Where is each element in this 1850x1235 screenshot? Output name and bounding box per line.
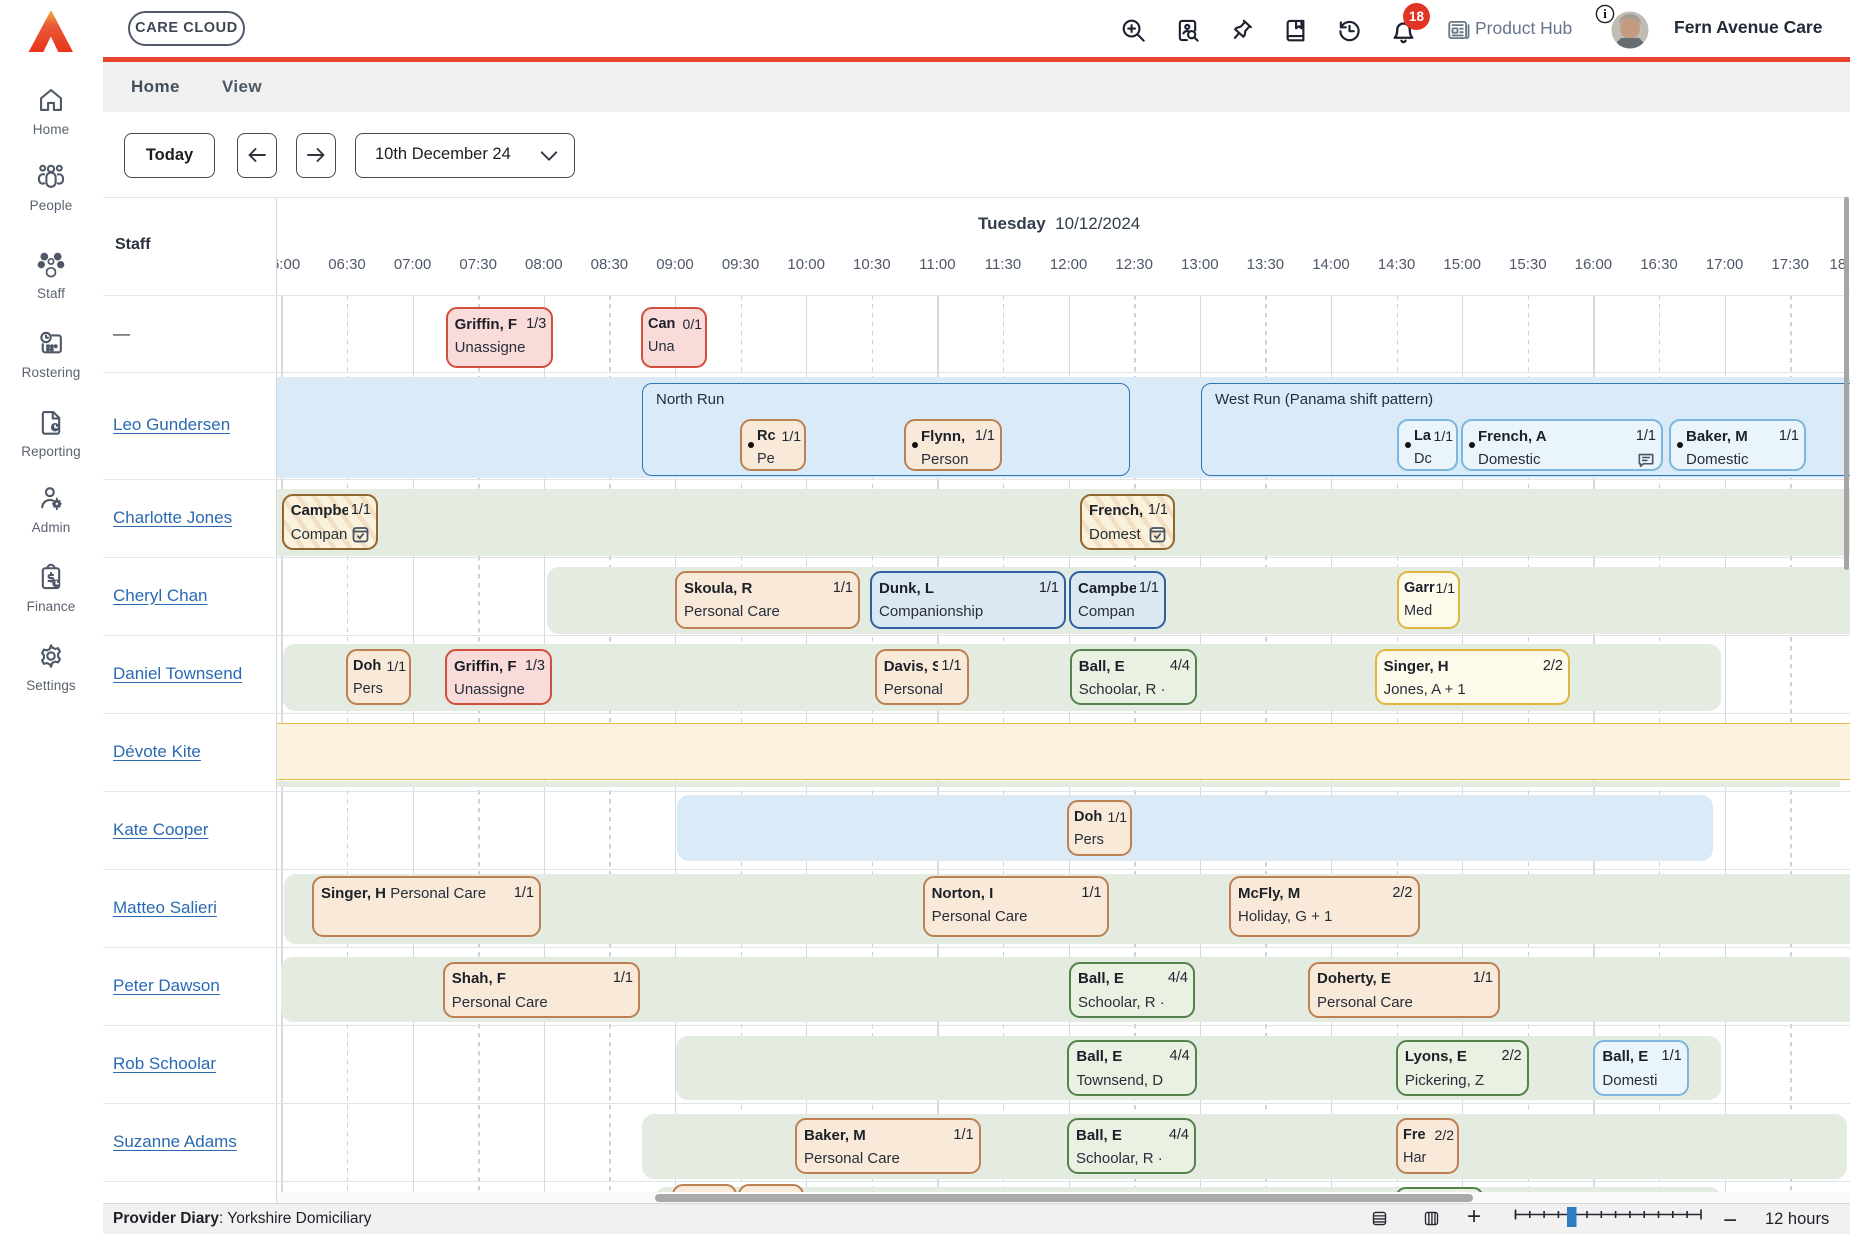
- svg-text:i: i: [1603, 7, 1607, 21]
